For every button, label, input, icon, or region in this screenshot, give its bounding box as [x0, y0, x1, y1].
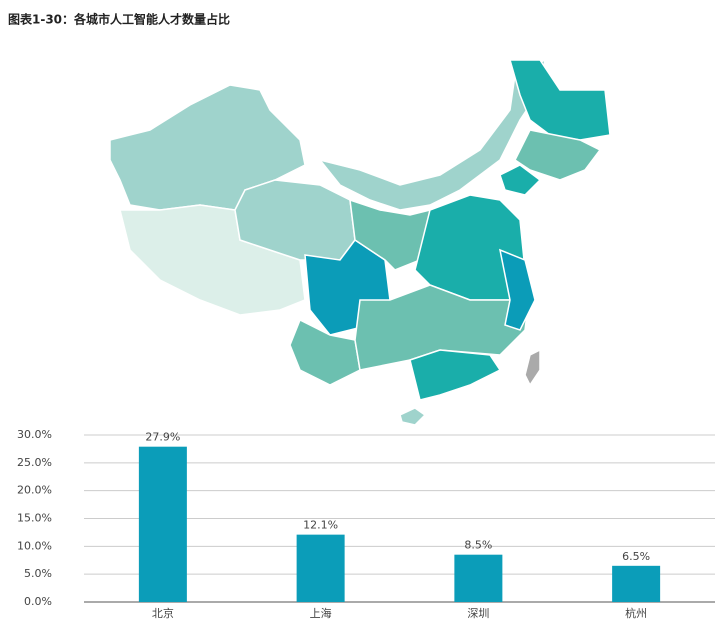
value-label: 8.5% — [464, 539, 492, 552]
region — [524, 348, 541, 387]
region — [399, 407, 427, 426]
value-label: 6.5% — [622, 550, 650, 563]
region — [354, 284, 531, 371]
value-label: 27.9% — [145, 431, 180, 444]
china-map — [109, 58, 611, 426]
y-tick-label: 0.0% — [24, 595, 52, 608]
x-tick-label: 上海 — [310, 606, 332, 620]
y-tick-label: 15.0% — [17, 512, 52, 525]
x-tick-label: 北京 — [152, 606, 174, 620]
region — [109, 84, 306, 211]
region — [498, 248, 536, 331]
x-tick-label: 杭州 — [625, 606, 647, 620]
region — [119, 204, 306, 316]
region — [409, 349, 502, 401]
y-tick-label: 5.0% — [24, 567, 52, 580]
region — [509, 59, 611, 141]
bar — [612, 565, 661, 602]
y-tick-label: 10.0% — [17, 539, 52, 552]
value-label: 12.1% — [303, 519, 338, 532]
chart-title: 图表1-30：各城市人工智能人才数量占比 — [8, 12, 230, 27]
y-tick-label: 20.0% — [17, 484, 52, 497]
region — [514, 129, 602, 181]
bar — [296, 534, 345, 602]
bar — [138, 446, 187, 602]
x-tick-label: 深圳 — [467, 607, 489, 620]
region — [499, 164, 542, 196]
y-tick-label: 30.0% — [17, 428, 52, 441]
region — [289, 318, 361, 386]
y-tick-label: 25.0% — [17, 456, 52, 469]
bar — [454, 554, 503, 602]
